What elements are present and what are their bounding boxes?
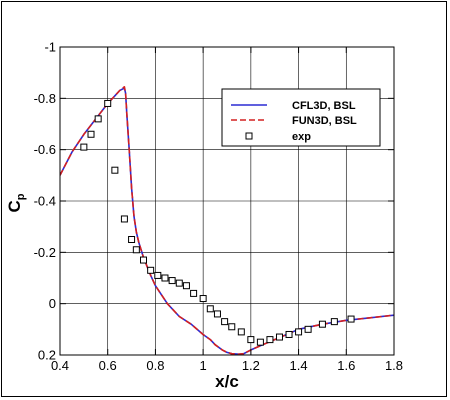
exp-data-point bbox=[237, 328, 245, 336]
x-tick-label: 1.8 bbox=[385, 358, 403, 373]
y-tick-label: 0 bbox=[49, 296, 56, 311]
legend-label-cfl3d: CFL3D, BSL bbox=[292, 100, 356, 112]
exp-data-point bbox=[213, 310, 221, 318]
exp-data-point bbox=[182, 282, 190, 290]
exp-data-point bbox=[87, 130, 95, 138]
x-tick-label: 0.8 bbox=[146, 358, 164, 373]
x-axis-title: x/c bbox=[215, 372, 239, 391]
y-axis-title-subscript: p bbox=[15, 193, 27, 200]
exp-data-point bbox=[104, 99, 112, 107]
legend-label-fun3d: FUN3D, BSL bbox=[292, 115, 357, 127]
y-tick-label: -0.8 bbox=[34, 91, 56, 106]
exp-data-point bbox=[175, 279, 183, 287]
exp-data-point bbox=[247, 336, 255, 344]
exp-data-point bbox=[295, 328, 303, 336]
series-layer bbox=[60, 86, 394, 355]
exp-data-point bbox=[168, 277, 176, 285]
exp-data-point bbox=[147, 266, 155, 274]
exp-data-point bbox=[206, 305, 214, 313]
x-tick-label: 0.6 bbox=[99, 358, 117, 373]
x-tick-label: 1.4 bbox=[290, 358, 308, 373]
y-tick-label: -0.6 bbox=[34, 142, 56, 157]
exp-data-point bbox=[266, 336, 274, 344]
exp-data-point bbox=[154, 271, 162, 279]
exp-data-point bbox=[221, 318, 229, 326]
x-tick-label: 1.2 bbox=[242, 358, 260, 373]
exp-data-point bbox=[330, 318, 338, 326]
exp-data-point bbox=[199, 295, 207, 303]
svg-text:Cp: Cp bbox=[5, 193, 27, 212]
legend-label-exp: exp bbox=[292, 131, 311, 143]
exp-data-point bbox=[161, 274, 169, 282]
exp-data-point bbox=[318, 320, 326, 328]
y-tick-label: -0.4 bbox=[34, 194, 56, 209]
exp-data-point bbox=[347, 315, 355, 323]
x-tick-label: 1 bbox=[200, 358, 207, 373]
y-tick-label: 0.2 bbox=[38, 348, 56, 363]
exp-data-point bbox=[275, 333, 283, 341]
y-tick-label: -0.2 bbox=[34, 245, 56, 260]
legend: CFL3D, BSL FUN3D, BSL exp bbox=[221, 88, 381, 147]
exp-data-point bbox=[94, 115, 102, 123]
x-tick-label: 1.6 bbox=[337, 358, 355, 373]
exp-data-point bbox=[190, 289, 198, 297]
exp-data-point bbox=[228, 323, 236, 331]
exp-data-point bbox=[256, 338, 264, 346]
y-axis-title-main: C bbox=[5, 200, 24, 212]
exp-data-point bbox=[128, 236, 136, 243]
exp-data-point bbox=[304, 325, 312, 333]
exp-data-point bbox=[140, 256, 147, 264]
exp-data-point bbox=[111, 166, 119, 174]
legend-swatch-exp bbox=[245, 132, 253, 140]
x-tick-label: 0.4 bbox=[51, 358, 69, 373]
y-axis-title: Cp bbox=[5, 193, 27, 212]
exp-data-point bbox=[120, 215, 128, 223]
ticks: 0.4 0.6 0.8 1 1.2 1.4 1.6 1.8 -1 -0.8 -0.6 -0.4 -0.2… bbox=[34, 40, 403, 374]
exp-data-point bbox=[80, 143, 88, 151]
exp-data-point bbox=[285, 330, 293, 338]
exp-data-point bbox=[132, 246, 140, 254]
y-tick-label: -1 bbox=[44, 40, 56, 55]
